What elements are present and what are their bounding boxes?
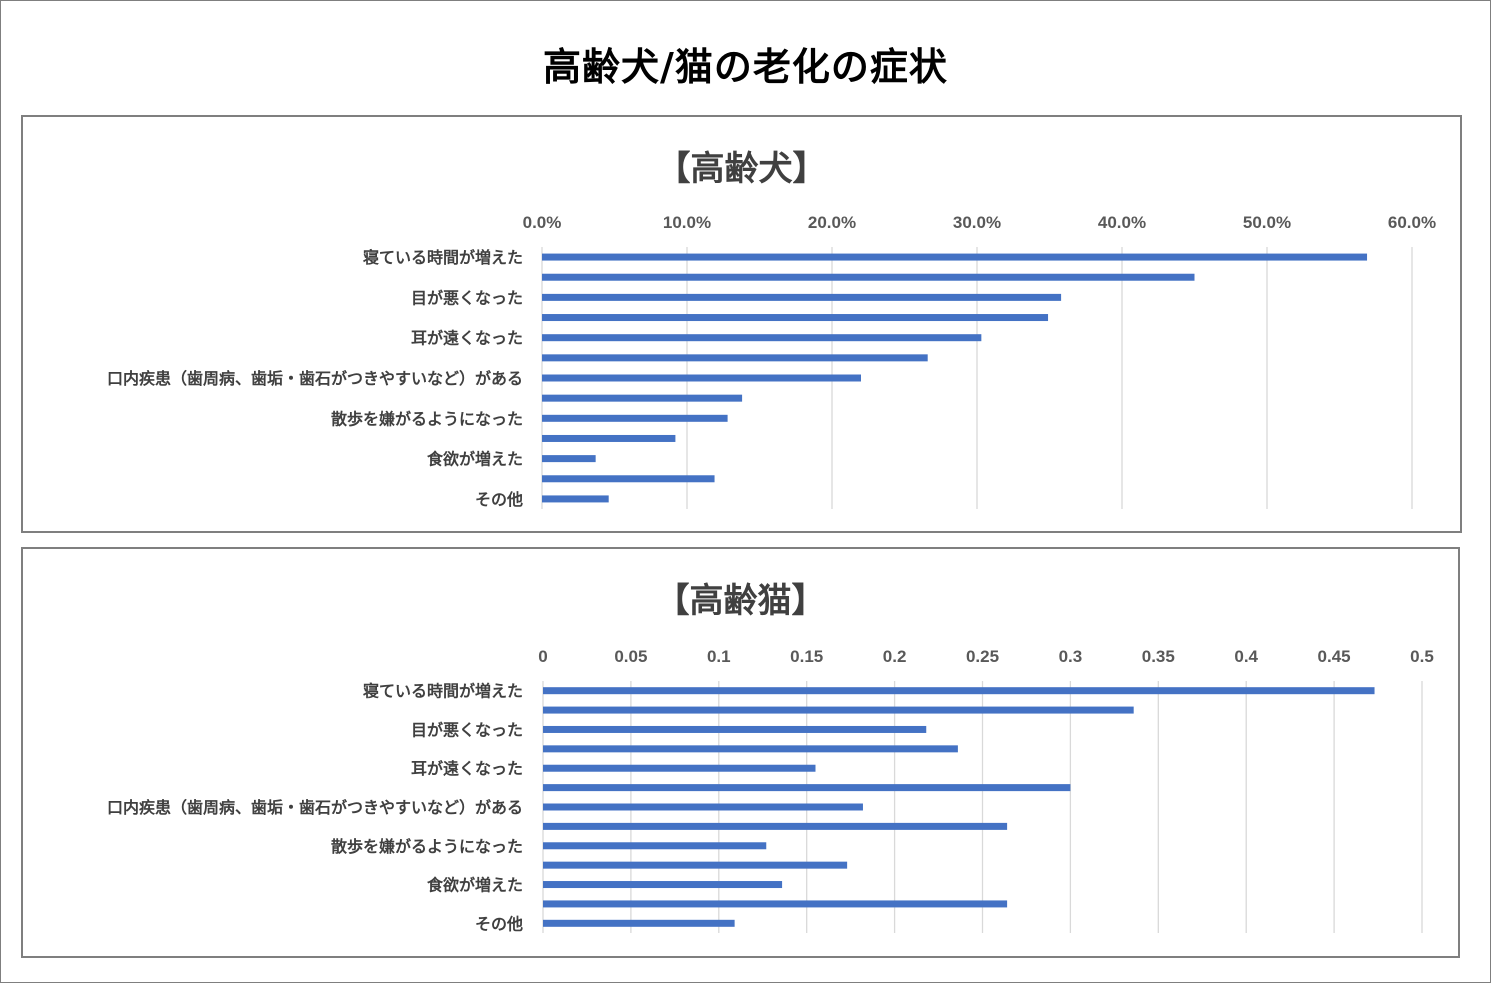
x-tick-label: 0.5 [1410,647,1434,666]
x-tick-label: 0.4 [1234,647,1258,666]
bar [542,455,596,463]
bar [543,881,783,889]
bar [543,784,1071,792]
bar [543,822,1008,830]
dog-chart-title: 【高齢犬】 [656,149,827,189]
x-tick-label: 0.05 [614,647,647,666]
category-label: 耳が遠くなった [411,759,523,778]
x-tick-label: 0.45 [1318,647,1351,666]
x-tick-label: 40.0% [1098,213,1146,232]
bar [542,314,1049,322]
bar [543,745,958,753]
bar [543,842,767,850]
bar [543,725,927,733]
category-label: 寝ている時間が増えた [363,682,523,701]
category-label: 目が悪くなった [411,720,523,739]
bar [543,919,735,927]
x-tick-label: 50.0% [1243,213,1291,232]
bar [542,414,728,422]
cat-chart-title: 【高齢猫】 [655,581,826,621]
bar [542,374,861,382]
x-tick-label: 0.3 [1059,647,1083,666]
category-label: 食欲が増えた [426,450,523,469]
category-label: その他 [475,490,523,509]
bar [542,394,743,402]
x-tick-label: 30.0% [953,213,1001,232]
dog-bar-chart: 0.0% 10.0% 20.0% 30.0% 40.0% 50.0% 60.0% 寝ている時間… [107,213,1436,509]
category-label: その他 [475,914,523,933]
bar [543,764,816,772]
category-label: 口内疾患（歯周病、歯垢・歯石がつきやすいなど）がある [107,798,523,817]
bar [543,803,863,811]
bar [542,475,715,483]
category-label: 寝ている時間が増えた [363,248,523,267]
bar [542,273,1195,281]
bar [542,495,609,503]
bar [543,900,1008,908]
cat-chart-panel: 【高齢猫】 0 0.05 0.1 0.15 0.2 0.25 0.3 0.35 0.4 0.45 0… [21,547,1460,958]
category-label: 口内疾患（歯周病、歯垢・歯石がつきやすいなど）がある [107,369,523,388]
x-tick-label: 0.25 [966,647,999,666]
x-tick-label: 0.0% [523,213,562,232]
x-tick-label: 0.35 [1142,647,1175,666]
category-label: 散歩を嫌がるようになった [331,409,523,428]
x-tick-label: 10.0% [663,213,711,232]
bar [542,434,676,442]
bar [543,861,848,869]
dog-chart-panel: 【高齢犬】 0.0% 10.0% 20.0% 30.0% 40.0% 50.0% 60.0%… [21,115,1462,533]
x-tick-label: 60.0% [1388,213,1436,232]
category-label: 耳が遠くなった [411,329,523,348]
bar [542,354,928,362]
x-tick-label: 20.0% [808,213,856,232]
bar [543,687,1375,695]
x-tick-label: 0.1 [707,647,731,666]
main-title: 高齢犬/猫の老化の症状 [543,45,948,89]
bar [542,293,1062,301]
x-tick-label: 0 [538,647,547,666]
bar [542,334,982,342]
x-tick-label: 0.15 [790,647,823,666]
bar [542,253,1368,261]
cat-bar-chart: 0 0.05 0.1 0.15 0.2 0.25 0.3 0.35 0.4 0.45 0.5 寝ている… [107,647,1434,933]
category-label: 目が悪くなった [411,288,523,307]
bar [543,706,1134,714]
category-label: 食欲が増えた [426,876,523,895]
category-label: 散歩を嫌がるようになった [331,837,523,856]
x-tick-label: 0.2 [883,647,907,666]
